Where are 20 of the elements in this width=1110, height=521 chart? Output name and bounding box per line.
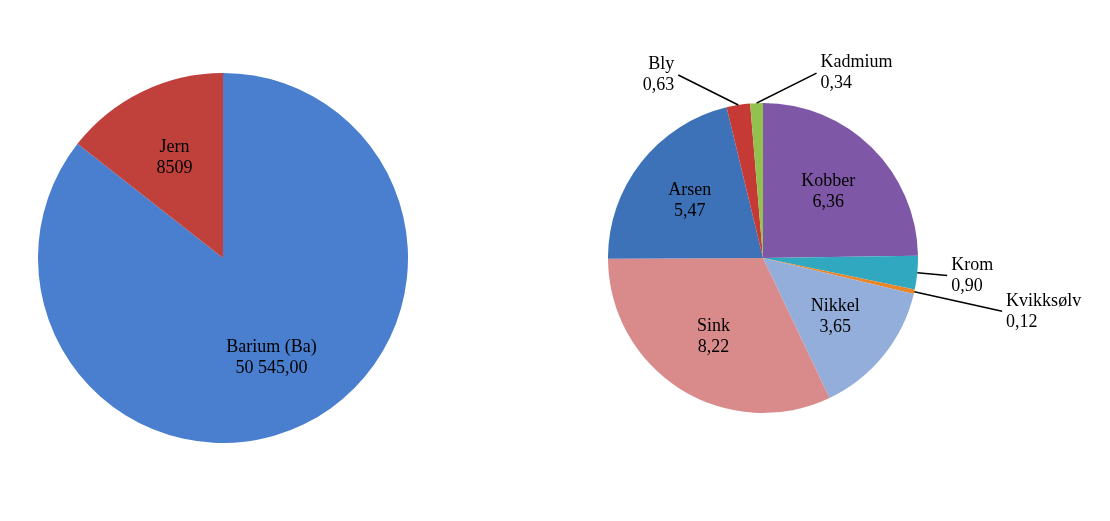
data-label: 8509	[156, 157, 193, 178]
slice-label: Kadmium	[820, 51, 893, 72]
data-label: 8,22	[697, 335, 730, 356]
data-label: 3,65	[819, 315, 852, 336]
data-label: 6,36	[812, 190, 845, 211]
data-label: 5,47	[674, 199, 706, 220]
slice-label: Bly	[648, 53, 675, 74]
data-label: 0,12	[1006, 310, 1038, 331]
slice-label: Krom	[951, 253, 994, 274]
slice-label: Barium (Ba)	[226, 336, 317, 358]
slice-label: Arsen	[668, 178, 712, 199]
slice-label: Jern	[159, 136, 190, 157]
data-label: 0,34	[820, 72, 853, 93]
data-label: 0,90	[951, 274, 983, 295]
slice-label: Sink	[696, 314, 730, 335]
data-label: 0,63	[642, 74, 675, 95]
slice-label: Kvikksølv	[1006, 289, 1082, 310]
slice-label: Nikkel	[810, 294, 860, 315]
data-label: 50 545,00	[235, 357, 308, 378]
slice-label: Kobber	[801, 169, 856, 190]
